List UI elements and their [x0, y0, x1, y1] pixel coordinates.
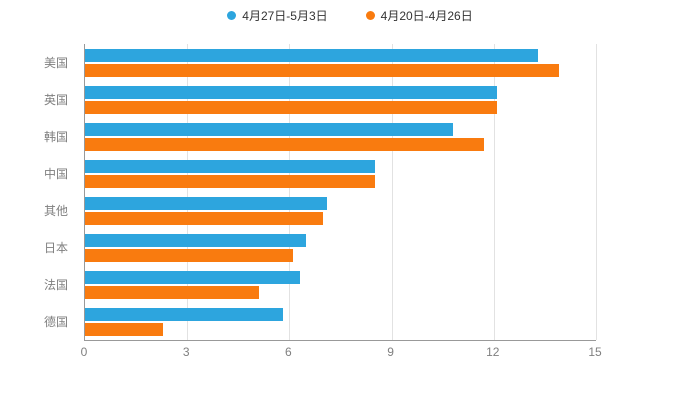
x-axis-ticks: 0 3 6 9 12 15	[80, 345, 602, 361]
legend-marker-blue-icon	[227, 11, 237, 20]
bar	[85, 85, 498, 99]
x-tick-label: 3	[182, 345, 190, 359]
bar	[85, 248, 293, 262]
bar-group	[85, 81, 596, 118]
category-label: 德国	[43, 315, 68, 329]
bar	[85, 137, 484, 151]
legend-item-week-current[interactable]: 4月27日-5月3日	[227, 7, 328, 24]
bar-group	[85, 118, 596, 155]
bar	[85, 270, 300, 284]
bar	[85, 159, 375, 173]
gridline	[187, 44, 189, 340]
category-label: 法国	[43, 278, 68, 292]
bar-group	[85, 303, 596, 340]
legend-item-week-previous[interactable]: 4月20日-4月26日	[365, 7, 473, 24]
category-label: 英国	[43, 93, 68, 107]
bar	[85, 285, 259, 299]
bar	[85, 100, 498, 114]
category-label: 中国	[43, 167, 68, 181]
bar	[85, 307, 283, 321]
bar	[85, 63, 559, 77]
gridline	[391, 44, 393, 340]
category-label: 日本	[43, 241, 68, 255]
bar-group	[85, 155, 596, 192]
bar	[85, 322, 164, 336]
bar	[85, 233, 307, 247]
legend-label-week-current: 4月27日-5月3日	[242, 9, 328, 23]
bar-group	[85, 266, 596, 303]
category-label: 韩国	[43, 130, 68, 144]
gridline	[289, 44, 291, 340]
bar-group	[85, 229, 596, 266]
plot-area	[84, 44, 597, 341]
category-label: 美国	[43, 56, 68, 70]
x-tick-label: 6	[285, 345, 292, 359]
category-label: 其他	[43, 204, 68, 218]
x-tick-label: 9	[387, 345, 394, 359]
bar	[85, 48, 539, 62]
bar	[85, 174, 375, 188]
x-tick-label: 15	[588, 345, 602, 359]
bar	[85, 122, 453, 136]
bar	[85, 196, 327, 210]
x-tick-label: 12	[486, 345, 500, 359]
x-tick-label: 0	[80, 345, 88, 359]
gridline	[493, 44, 495, 340]
bar-group	[85, 192, 596, 229]
y-axis-labels: 美国英国韩国中国其他日本法国德国	[0, 44, 76, 340]
legend-marker-orange-icon	[365, 11, 375, 20]
chart-legend: 4月27日-5月3日 4月20日-4月26日	[0, 7, 700, 24]
bar	[85, 211, 324, 225]
bar-group	[85, 44, 596, 81]
gridline	[596, 44, 597, 340]
legend-label-week-previous: 4月20日-4月26日	[380, 9, 473, 23]
